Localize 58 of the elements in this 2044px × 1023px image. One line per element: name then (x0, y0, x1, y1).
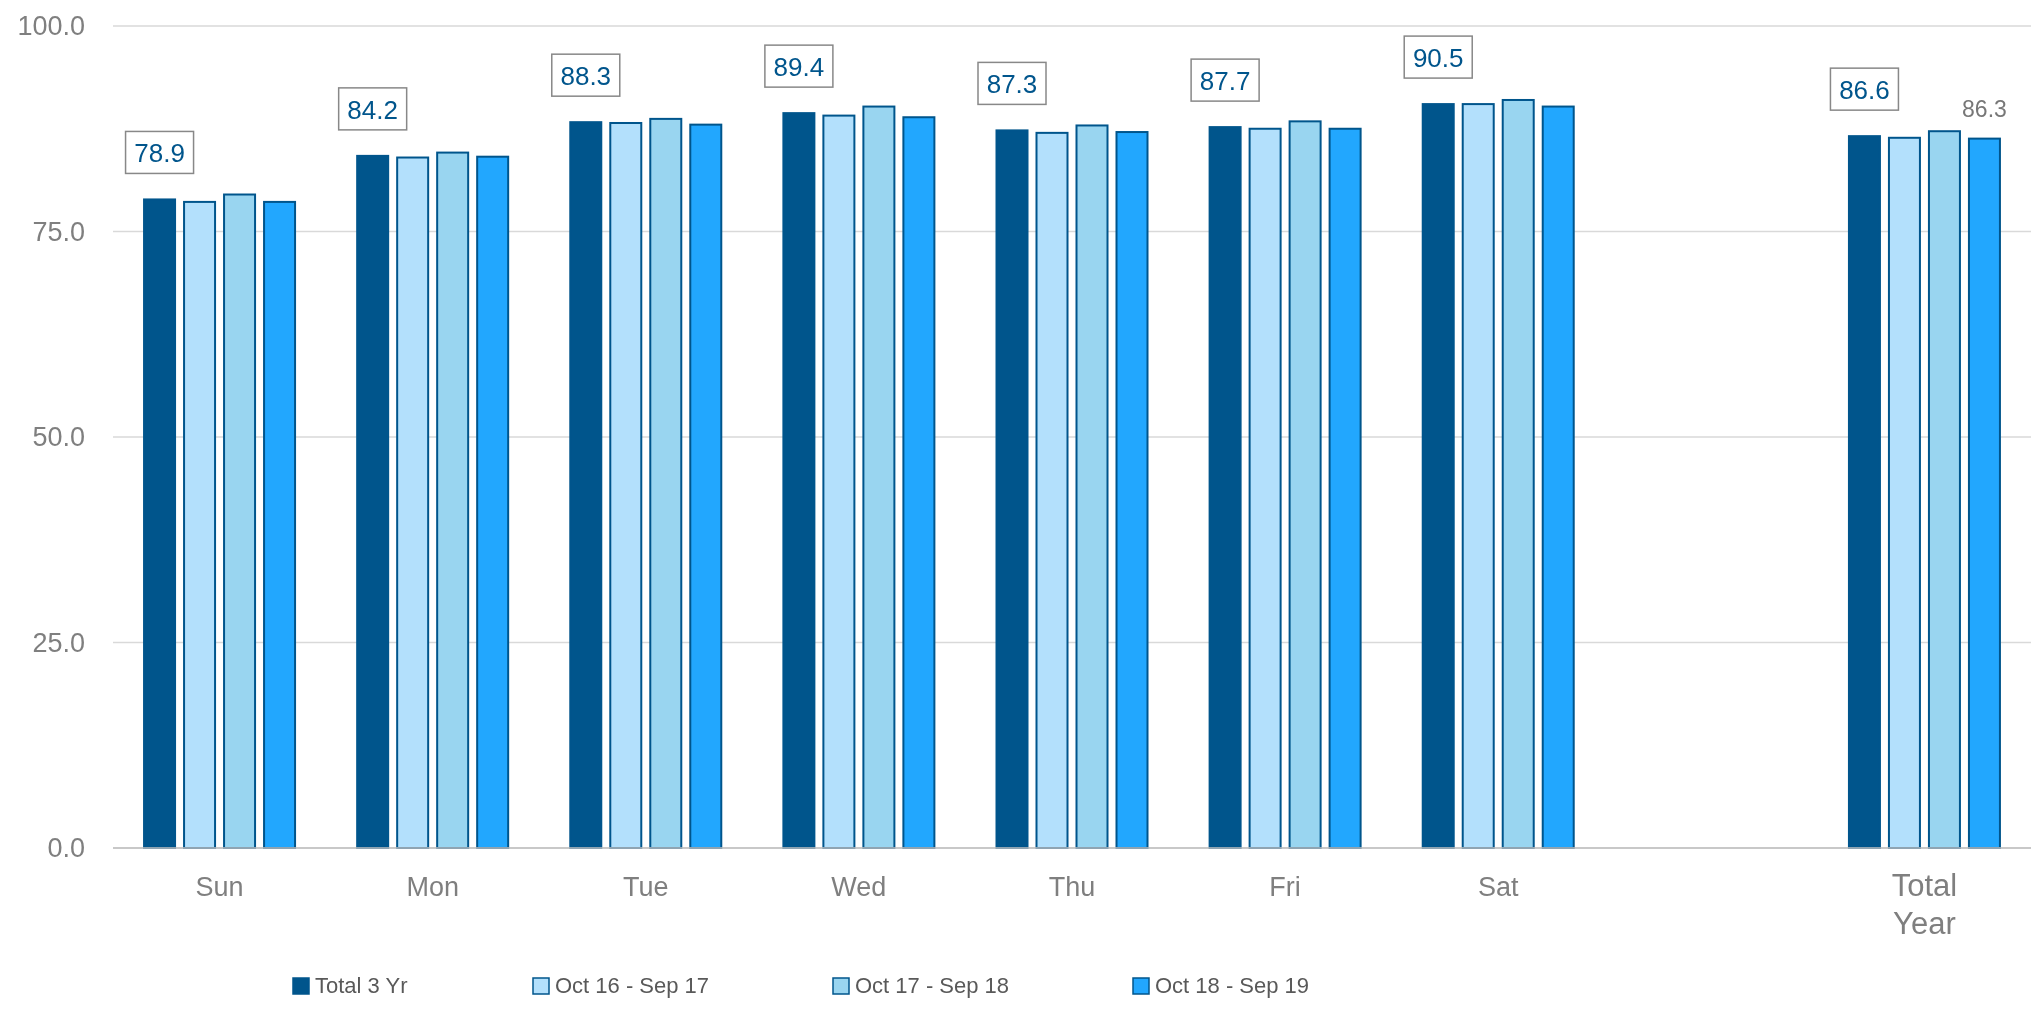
data-label: 78.9 (134, 138, 185, 169)
data-label: 86.3 (1962, 95, 2007, 122)
data-label: 84.2 (347, 94, 398, 125)
bar (1501, 98, 1535, 849)
bar (1887, 136, 1921, 849)
bar (356, 154, 390, 849)
bar (183, 200, 217, 849)
x-tick-label: Fri (1269, 872, 1301, 902)
bar (1967, 137, 2001, 849)
y-tick-label: 75.0 (32, 216, 85, 247)
bar (1035, 131, 1069, 849)
bar (1847, 135, 1881, 849)
x-tick-label: Sat (1477, 872, 1519, 902)
y-tick-label: 100.0 (17, 11, 85, 41)
bar (902, 116, 936, 849)
x-tick-label: Wed (831, 872, 887, 902)
bar (1288, 120, 1322, 849)
bar (436, 151, 470, 849)
bar (1421, 103, 1455, 849)
data-label: 89.4 (773, 52, 825, 83)
data-label: 87.7 (1199, 66, 1251, 97)
data-label: 88.3 (560, 61, 612, 92)
data-label: 87.3 (986, 69, 1038, 100)
bar (862, 105, 896, 849)
bar (476, 155, 510, 849)
bar (1115, 131, 1149, 849)
y-tick-label: 0.0 (47, 833, 85, 863)
x-tick-label: Total Year (1891, 868, 1958, 941)
x-tick-label: Sun (195, 872, 244, 902)
bar (1461, 103, 1495, 849)
x-tick-label: Thu (1048, 872, 1096, 902)
legend-label: Total 3 Yr (315, 973, 408, 998)
bar (649, 117, 683, 849)
bar (1328, 127, 1362, 849)
bar (782, 112, 816, 849)
data-label: 90.5 (1412, 43, 1464, 74)
bar (396, 156, 430, 849)
bar (143, 198, 177, 849)
bar (1208, 126, 1242, 849)
bar (995, 129, 1029, 849)
y-tick-label: 50.0 (32, 422, 85, 452)
data-label: 86.6 (1839, 75, 1890, 106)
y-tick-label: 25.0 (32, 627, 85, 658)
bar (1541, 105, 1575, 849)
legend-label: Oct 17 - Sep 18 (855, 973, 1010, 998)
bar (609, 122, 643, 849)
bar (263, 200, 297, 849)
x-tick-label: Tue (623, 872, 669, 902)
x-tick-label: Mon (406, 872, 459, 902)
bar (822, 114, 856, 849)
legend-label: Oct 18 - Sep 19 (1155, 973, 1310, 998)
bar (223, 193, 257, 849)
bar (1927, 130, 1961, 849)
bar (1075, 124, 1109, 849)
bar (689, 123, 723, 849)
bar (1248, 127, 1282, 849)
bar (569, 121, 603, 849)
legend-label: Oct 16 - Sep 17 (555, 973, 710, 998)
